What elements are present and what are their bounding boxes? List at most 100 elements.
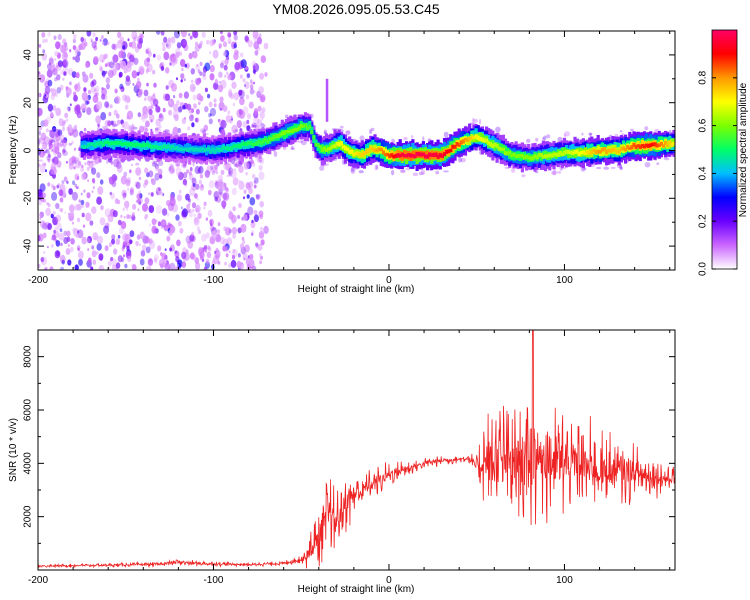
- heatmap-ridge-cell: [154, 144, 158, 149]
- heatmap-noise-cell: [123, 254, 125, 258]
- heatmap-halo-cell: [563, 133, 567, 137]
- heatmap-ridge-cell: [322, 146, 326, 151]
- heatmap-noise-cell: [153, 82, 157, 88]
- heatmap-ridge-cell: [638, 144, 642, 150]
- heatmap-noise-cell: [86, 31, 92, 37]
- heatmap-noise-cell: [226, 237, 233, 246]
- heatmap-noise-cell: [233, 31, 238, 36]
- heatmap-ridge-cell: [303, 123, 308, 128]
- heatmap-noise-cell: [222, 41, 228, 48]
- heatmap-noise-cell: [179, 129, 182, 133]
- heatmap-noise-cell: [48, 56, 54, 64]
- heatmap-ridge-cell: [116, 141, 120, 145]
- heatmap-halo-cell: [39, 138, 46, 145]
- heatmap-noise-cell: [136, 234, 141, 240]
- heatmap-noise-cell: [231, 187, 237, 196]
- heatmap-noise-cell: [223, 182, 227, 188]
- heatmap-ridge-cell: [316, 143, 320, 147]
- heatmap-halo-cell: [401, 169, 405, 173]
- heatmap-noise-cell: [96, 251, 99, 255]
- heatmap-noise-cell: [66, 180, 69, 184]
- heatmap-noise-cell: [177, 260, 180, 264]
- heatmap-noise-cell: [58, 189, 64, 197]
- heatmap-noise-cell: [38, 61, 42, 68]
- heatmap-halo-cell: [169, 163, 174, 169]
- heatmap-noise-cell: [228, 228, 232, 234]
- heatmap-noise-cell: [155, 31, 161, 35]
- heatmap-noise-cell: [208, 180, 215, 189]
- heatmap-ridge-cell: [615, 150, 619, 154]
- heatmap-noise-cell: [251, 232, 254, 237]
- heatmap-noise-cell: [96, 243, 102, 251]
- heatmap-noise-cell: [114, 88, 118, 94]
- heatmap-ridge-cell: [162, 144, 166, 148]
- heatmap-noise-cell: [108, 111, 112, 117]
- heatmap-noise-cell: [93, 96, 97, 102]
- heatmap-noise-cell: [145, 127, 149, 133]
- heatmap-noise-cell: [219, 108, 222, 111]
- heatmap-halo-cell: [495, 126, 501, 133]
- heatmap-noise-cell: [72, 227, 76, 233]
- heatmap-noise-cell: [40, 197, 45, 203]
- colorbar: 0.0 0.2 0.4 0.6 0.8 Normalized spectral ampl…: [698, 29, 749, 276]
- heatmap-ridge-cell: [426, 154, 430, 159]
- heatmap-ridge-cell: [651, 142, 655, 146]
- heatmap-noise-cell: [218, 43, 222, 49]
- heatmap-noise-cell: [55, 41, 61, 50]
- heatmap-noise-cell: [81, 172, 87, 181]
- heatmap-halo-cell: [656, 162, 660, 165]
- heatmap-ridge-cell: [310, 130, 314, 135]
- heatmap-noise-cell: [126, 207, 129, 211]
- heatmap-ridge-cell: [95, 141, 99, 146]
- heatmap-noise-cell: [136, 193, 141, 200]
- heatmap-halo-cell: [376, 164, 379, 170]
- heatmap-noise-cell: [244, 244, 250, 253]
- heatmap-noise-cell: [81, 236, 87, 245]
- heatmap-ridge-cell: [160, 145, 164, 149]
- heatmap-noise-cell: [152, 93, 156, 97]
- x-tick-label: -100: [203, 275, 223, 286]
- heatmap-noise-cell: [120, 214, 123, 218]
- heatmap-noise-cell: [247, 206, 254, 216]
- heatmap-noise-cell: [87, 179, 90, 183]
- heatmap-noise-cell: [217, 222, 221, 227]
- heatmap-noise-cell: [99, 179, 104, 185]
- heatmap-noise-cell: [83, 127, 87, 132]
- heatmap-noise-cell: [169, 247, 173, 252]
- heatmap-noise-cell: [144, 167, 149, 174]
- heatmap-halo-cell: [421, 169, 426, 175]
- heatmap-noise-cell: [142, 244, 147, 251]
- heatmap-ridge-cell: [164, 145, 169, 150]
- heatmap-halo-cell: [232, 162, 237, 165]
- heatmap-noise-cell: [116, 164, 123, 173]
- heatmap-noise-cell: [48, 153, 51, 158]
- heatmap-noise-cell: [253, 214, 259, 223]
- heatmap-noise-cell: [150, 192, 154, 197]
- heatmap-halo-cell: [238, 160, 243, 167]
- heatmap-noise-cell: [49, 138, 54, 145]
- heatmap-noise-cell: [57, 60, 63, 68]
- heatmap-noise-cell: [242, 252, 248, 260]
- heatmap-noise-cell: [202, 74, 207, 81]
- heatmap-halo-cell: [458, 157, 463, 163]
- heatmap-noise-cell: [59, 134, 65, 142]
- heatmap-noise-cell: [160, 191, 164, 197]
- heatmap-noise-cell: [98, 264, 105, 270]
- heatmap-ridge-cell: [284, 130, 289, 138]
- heatmap-ridge-cell: [630, 145, 634, 150]
- heatmap-ridge-cell: [451, 145, 455, 153]
- heatmap-halo-cell: [128, 125, 132, 129]
- heatmap-noise-cell: [71, 221, 74, 225]
- heatmap-noise-cell: [231, 124, 238, 134]
- heatmap-ridge-cell: [413, 150, 417, 159]
- heatmap-noise-cell: [149, 223, 152, 227]
- heatmap-noise-cell: [211, 39, 216, 46]
- heatmap-halo-cell: [247, 160, 253, 165]
- heatmap-noise-cell: [227, 37, 232, 44]
- heatmap-noise-cell: [38, 200, 43, 206]
- heatmap-ridge-cell: [80, 141, 84, 149]
- heatmap-noise-cell: [67, 243, 71, 248]
- heatmap-halo-cell: [339, 125, 344, 129]
- heatmap-noise-cell: [250, 84, 254, 90]
- heatmap-noise-cell: [66, 106, 70, 111]
